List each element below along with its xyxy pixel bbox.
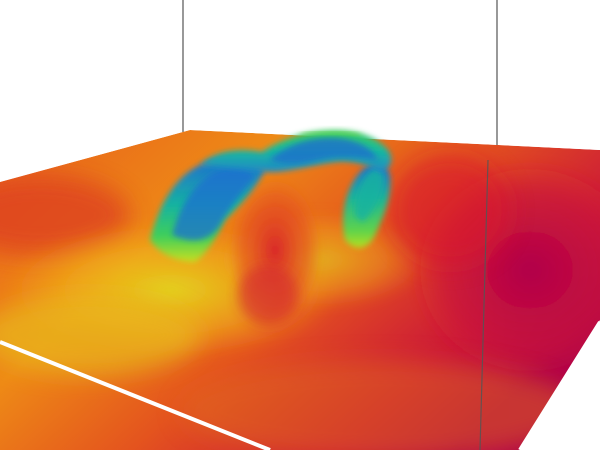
ridge-left xyxy=(150,158,265,262)
terrain-surface xyxy=(0,130,600,450)
ridge-right xyxy=(343,164,391,248)
crest-top xyxy=(200,130,392,172)
frame-line-front xyxy=(479,159,489,450)
surface-edge-left xyxy=(0,340,271,450)
surface-edge-right xyxy=(518,320,600,450)
